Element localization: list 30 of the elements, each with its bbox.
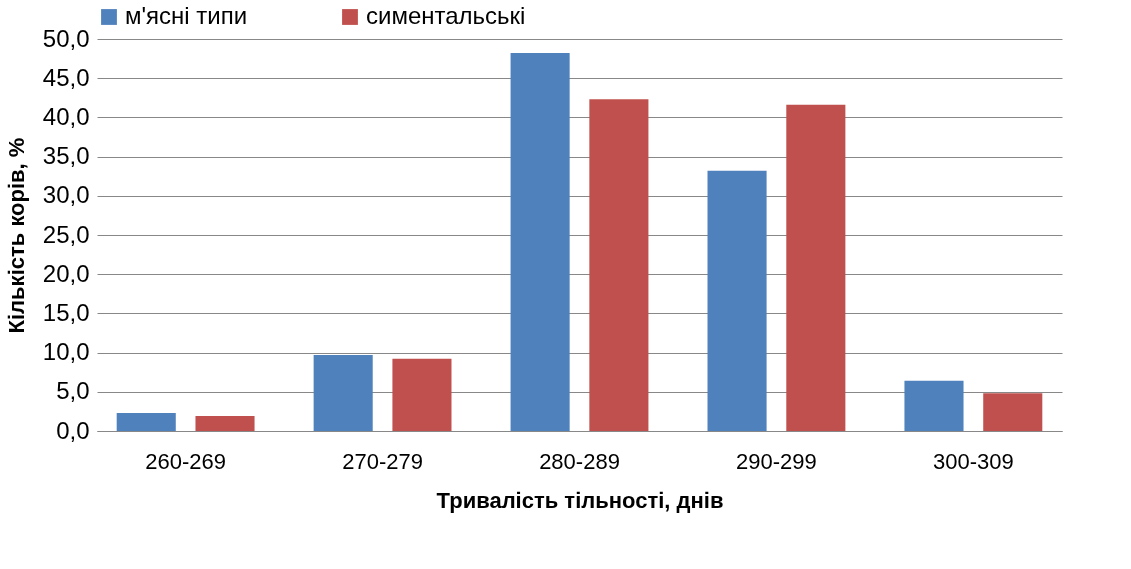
y-tick-label: 40,0 [42,102,90,130]
y-tick-label: 50,0 [42,24,90,52]
y-tick-label: 35,0 [42,142,90,170]
y-tick-label: 15,0 [42,298,90,326]
x-axis-title: Тривалість тільності, днів [436,487,724,513]
y-axis-title: Кількість корів, % [3,137,29,334]
legend-label: симентальські [366,2,526,29]
x-tick-label: 270-279 [342,448,423,474]
x-tick-label: 300-309 [933,448,1014,474]
bar [786,104,846,431]
y-tick-label: 0,0 [56,416,90,444]
bar [195,416,255,431]
x-tick-label: 290-299 [736,448,817,474]
bar [707,170,767,431]
y-tick-label: 45,0 [42,63,90,91]
x-tick-label: 280-289 [539,448,620,474]
bar [904,380,964,431]
y-tick-label: 5,0 [56,377,90,405]
y-tick-label: 10,0 [42,338,90,366]
bar [510,53,570,431]
y-tick-label: 20,0 [42,259,90,287]
x-tick-label: 260-269 [145,448,226,474]
bar [116,412,176,431]
y-tick-label: 25,0 [42,220,90,248]
bar [983,393,1043,431]
y-tick-label: 30,0 [42,181,90,209]
bar [392,358,452,431]
bar [313,354,373,431]
bar [589,99,649,431]
legend-label: м'ясні типи [125,2,248,29]
